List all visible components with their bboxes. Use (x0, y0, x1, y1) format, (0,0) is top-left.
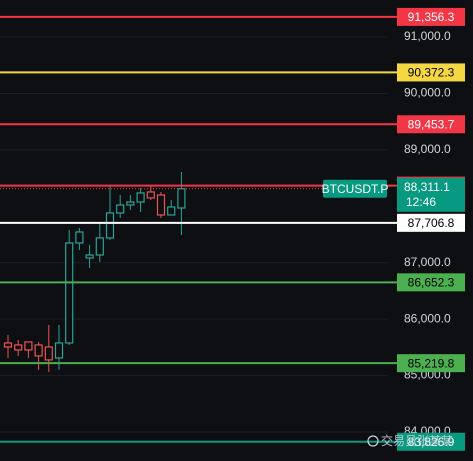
level-label: 87,706.8 (408, 216, 455, 230)
candle-body (105, 212, 115, 239)
countdown-label: 12:46 (406, 195, 436, 209)
level-label: 89,453.7 (408, 117, 455, 131)
level-label: 83,826.9 (408, 435, 455, 449)
level-tag (397, 63, 465, 82)
level-tag (397, 273, 465, 292)
candle-body (116, 204, 125, 214)
candle-body (167, 206, 176, 216)
symbol-tag (323, 179, 387, 198)
candle-body (75, 231, 84, 244)
level-label: 86,652.3 (408, 276, 455, 290)
y-tick-label: 90,000.0 (404, 86, 451, 100)
y-tick-label: 91,000.0 (404, 29, 451, 43)
candle-body (54, 342, 64, 359)
current-price-tag (397, 177, 465, 212)
level-label: 85,219.8 (408, 356, 455, 370)
level-tag (397, 7, 465, 26)
candle-body (44, 346, 53, 361)
level-tag (397, 354, 465, 373)
level-tag (397, 213, 465, 232)
candle-body (3, 342, 13, 348)
y-tick-label: 87,000.0 (404, 255, 451, 269)
candle-body (156, 194, 166, 216)
level-label: 90,372.3 (408, 66, 455, 80)
candle-body (34, 344, 43, 357)
candle-body (95, 237, 104, 256)
candle-body (146, 191, 155, 199)
y-tick-label: 86,000.0 (404, 311, 451, 325)
y-tick-label: 89,000.0 (404, 142, 451, 156)
level-label: 91,356.3 (408, 10, 455, 24)
symbol-label: BTCUSDT.P (322, 182, 389, 196)
candle-body (126, 201, 135, 206)
candle-body (85, 254, 94, 259)
candle-body (136, 192, 145, 203)
candle-body (24, 341, 33, 351)
level-tag (397, 115, 465, 134)
candle-body (177, 188, 186, 209)
candle-body (65, 242, 74, 344)
current-price-label: 88,311.1 (404, 180, 450, 194)
level-tag (397, 432, 465, 451)
watermark: 交易员张某某 (381, 433, 453, 448)
watermark-icon (367, 435, 379, 447)
candle-body (14, 344, 23, 351)
